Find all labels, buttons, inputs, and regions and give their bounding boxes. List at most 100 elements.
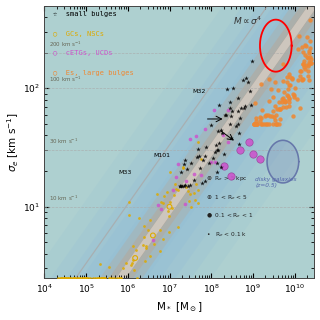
Point bbox=[156, 202, 161, 207]
Text: M32: M32 bbox=[192, 89, 205, 93]
Point bbox=[238, 148, 243, 153]
Point bbox=[202, 178, 207, 183]
Point bbox=[307, 48, 312, 53]
Point bbox=[238, 106, 243, 111]
Point bbox=[279, 97, 284, 102]
Point bbox=[196, 200, 201, 205]
Point bbox=[298, 68, 303, 73]
Point bbox=[228, 136, 233, 141]
Point bbox=[292, 95, 297, 100]
Point bbox=[257, 118, 262, 123]
Point bbox=[164, 190, 170, 195]
Point bbox=[191, 190, 196, 196]
Point bbox=[237, 115, 242, 120]
Point bbox=[308, 17, 313, 22]
Point bbox=[199, 181, 204, 186]
Point bbox=[173, 175, 179, 180]
Point bbox=[221, 164, 226, 169]
Point bbox=[178, 183, 183, 188]
Point bbox=[69, 275, 74, 280]
Point bbox=[173, 186, 179, 191]
Point bbox=[274, 121, 279, 126]
Point bbox=[268, 86, 274, 92]
Point bbox=[129, 263, 134, 268]
Point bbox=[274, 121, 279, 126]
Point bbox=[182, 162, 187, 167]
Point bbox=[276, 121, 282, 126]
Point bbox=[295, 47, 300, 52]
Point bbox=[302, 67, 308, 72]
Point bbox=[307, 60, 312, 65]
Point bbox=[304, 35, 309, 40]
Point bbox=[55, 275, 60, 280]
Point bbox=[306, 64, 311, 69]
Point bbox=[67, 275, 72, 280]
Polygon shape bbox=[267, 140, 299, 183]
Point bbox=[201, 158, 206, 163]
Point bbox=[187, 182, 192, 187]
Point bbox=[177, 183, 182, 188]
Point bbox=[265, 121, 270, 126]
Point bbox=[253, 100, 258, 105]
Point bbox=[259, 108, 264, 113]
Point bbox=[306, 51, 311, 56]
Point bbox=[167, 230, 172, 235]
Point bbox=[65, 275, 70, 280]
Point bbox=[290, 77, 295, 82]
Point bbox=[286, 95, 292, 100]
Point bbox=[258, 81, 263, 86]
Point bbox=[83, 275, 88, 280]
Point bbox=[301, 65, 306, 70]
Point bbox=[202, 153, 207, 158]
Point bbox=[228, 113, 233, 118]
Point bbox=[97, 261, 102, 267]
Point bbox=[308, 45, 313, 50]
Point bbox=[171, 187, 176, 192]
Point bbox=[253, 116, 258, 121]
Point bbox=[196, 147, 201, 152]
Point bbox=[271, 95, 276, 100]
Point bbox=[131, 244, 136, 249]
Point bbox=[167, 204, 172, 209]
Point bbox=[114, 275, 119, 280]
Point bbox=[252, 121, 257, 126]
Point bbox=[100, 275, 105, 280]
Point bbox=[228, 174, 234, 179]
Point bbox=[300, 78, 305, 83]
Point bbox=[183, 178, 188, 183]
Point bbox=[84, 275, 89, 280]
Point bbox=[235, 95, 240, 100]
Point bbox=[150, 233, 156, 238]
Point bbox=[258, 157, 263, 162]
Point bbox=[72, 275, 77, 280]
Point bbox=[60, 275, 65, 280]
Point bbox=[277, 107, 282, 112]
Text: ⊕  1 < R$_e$ < 5: ⊕ 1 < R$_e$ < 5 bbox=[206, 193, 248, 202]
Point bbox=[276, 88, 281, 93]
Point bbox=[308, 39, 313, 44]
Point bbox=[224, 87, 229, 92]
Point bbox=[187, 192, 192, 197]
Point bbox=[307, 77, 312, 82]
Point bbox=[306, 55, 311, 60]
Text: 100 km s$^{-1}$: 100 km s$^{-1}$ bbox=[49, 75, 82, 84]
Point bbox=[285, 93, 290, 98]
Point bbox=[199, 173, 204, 178]
Point bbox=[75, 275, 80, 280]
Point bbox=[208, 123, 213, 128]
Point bbox=[210, 156, 215, 161]
Point bbox=[57, 275, 62, 280]
Point bbox=[263, 121, 268, 126]
Point bbox=[283, 99, 288, 104]
Point bbox=[91, 275, 96, 280]
Point bbox=[189, 205, 194, 210]
Point bbox=[225, 140, 230, 145]
Text: ○  GCs, NSCs: ○ GCs, NSCs bbox=[52, 31, 104, 36]
Point bbox=[301, 59, 307, 64]
Point bbox=[178, 183, 183, 188]
Point bbox=[126, 200, 132, 205]
Point bbox=[285, 93, 290, 98]
Point bbox=[247, 88, 252, 93]
Point bbox=[287, 75, 292, 80]
Point bbox=[300, 76, 305, 81]
